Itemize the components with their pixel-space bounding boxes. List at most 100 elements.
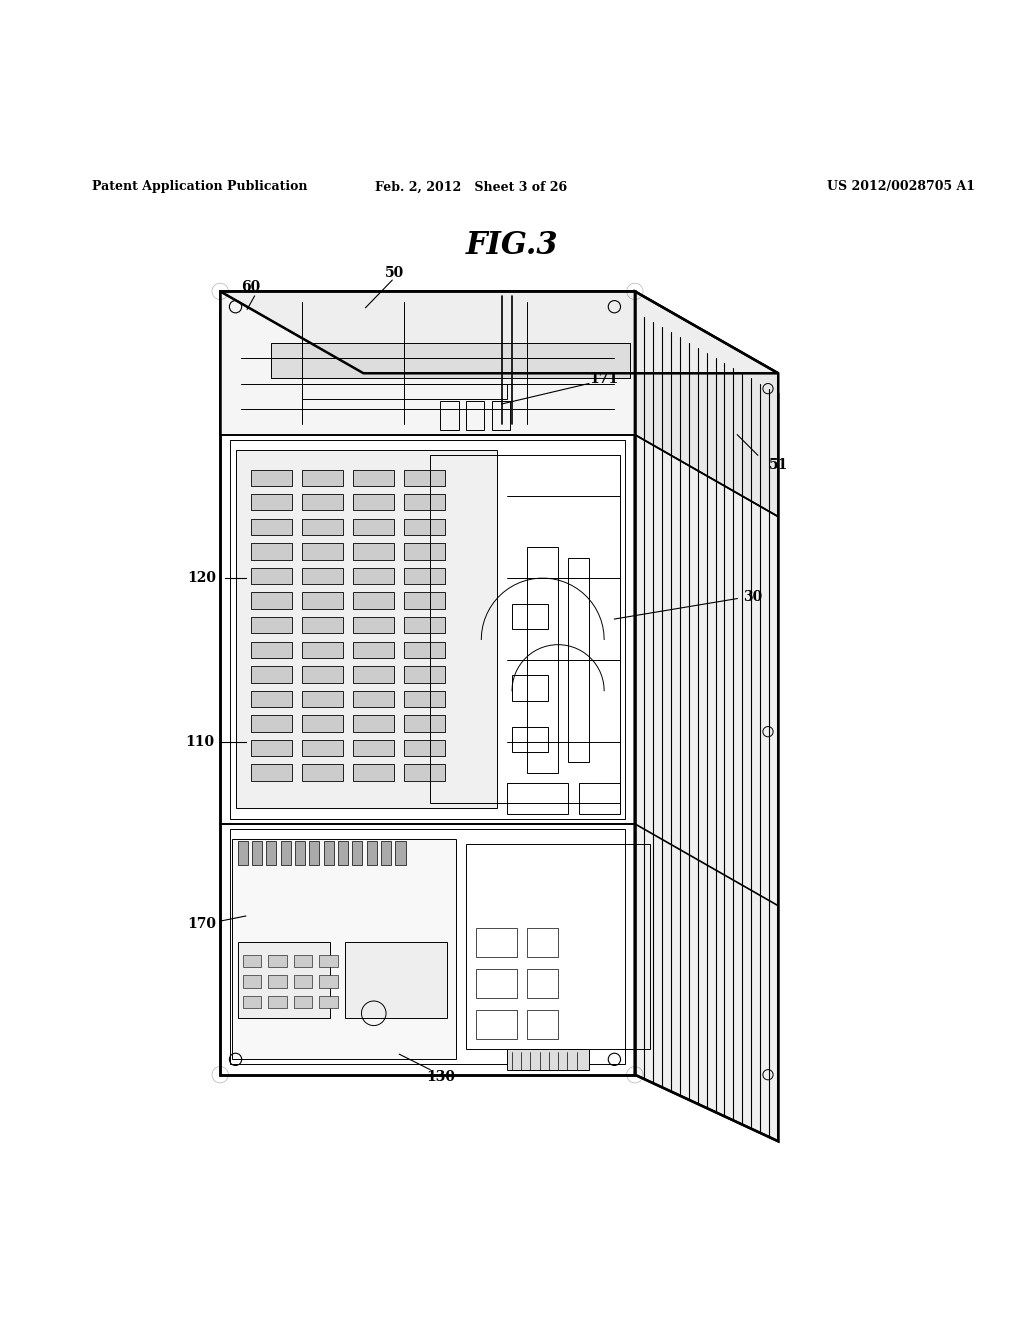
Bar [353,470,394,486]
Polygon shape [220,312,635,1074]
Bar [251,544,292,560]
Bar [302,667,343,682]
Bar [352,841,362,865]
Text: Patent Application Publication: Patent Application Publication [92,181,307,194]
Bar [238,941,330,1019]
Bar [251,494,292,511]
Bar [238,841,248,865]
Bar [466,845,650,1049]
Bar [268,954,287,968]
Bar [353,494,394,511]
Bar [404,593,445,609]
Bar [251,764,292,781]
Bar [353,544,394,560]
Bar [353,667,394,682]
Bar [440,401,459,429]
Bar [302,384,507,399]
Bar [266,841,276,865]
Bar [294,954,312,968]
Bar [568,557,589,763]
Polygon shape [220,292,778,374]
Bar [302,642,343,657]
Bar [232,840,456,1060]
Bar [353,741,394,756]
Bar [404,519,445,535]
Bar [507,783,568,813]
Bar [579,783,620,813]
Bar [324,841,334,865]
Text: Feb. 2, 2012   Sheet 3 of 26: Feb. 2, 2012 Sheet 3 of 26 [375,181,567,194]
Bar [294,975,312,987]
Bar [527,969,558,998]
Text: 170: 170 [187,917,216,931]
Bar [404,616,445,634]
Bar [395,841,406,865]
Text: 171: 171 [590,372,618,387]
Polygon shape [220,292,635,434]
Bar [527,928,558,957]
Bar [251,568,292,585]
Bar [338,841,348,865]
Text: 30: 30 [743,590,762,603]
Bar [353,642,394,657]
Bar [302,715,343,731]
Bar [512,676,548,701]
Text: 120: 120 [187,572,216,585]
Bar [404,544,445,560]
Bar [302,519,343,535]
Bar [404,690,445,708]
Bar [476,1010,517,1039]
Bar [302,568,343,585]
Bar [430,455,620,804]
Bar [404,642,445,657]
Bar [302,494,343,511]
Bar [236,450,497,808]
Text: US 2012/0028705 A1: US 2012/0028705 A1 [827,181,975,194]
Bar [527,1010,558,1039]
Bar [268,975,287,987]
Bar [404,494,445,511]
Bar [404,741,445,756]
Text: 110: 110 [185,735,214,748]
Bar [353,593,394,609]
Text: 60: 60 [242,280,260,294]
Bar [404,764,445,781]
Bar [345,941,447,1019]
Bar [302,690,343,708]
Bar [512,726,548,752]
Bar [295,841,305,865]
Bar [302,741,343,756]
Bar [353,519,394,535]
Bar [404,470,445,486]
Bar [476,969,517,998]
Bar [251,470,292,486]
Bar [281,841,291,865]
Text: FIG.3: FIG.3 [466,230,558,261]
Polygon shape [220,312,778,393]
Bar [251,593,292,609]
Bar [243,975,261,987]
Bar [251,715,292,731]
Bar [302,544,343,560]
Bar [271,343,630,379]
Bar [319,975,338,987]
Bar [404,568,445,585]
Bar [353,715,394,731]
Bar [302,764,343,781]
Text: 51: 51 [769,458,787,473]
Bar [302,616,343,634]
Polygon shape [635,312,778,1142]
Bar [512,603,548,630]
Bar [353,616,394,634]
Bar [230,829,625,1064]
Polygon shape [635,292,778,516]
Bar [243,995,261,1008]
Bar [319,995,338,1008]
Bar [251,667,292,682]
Bar [251,642,292,657]
Bar [353,764,394,781]
Bar [302,470,343,486]
Bar [381,841,391,865]
Bar [251,690,292,708]
Bar [309,841,319,865]
